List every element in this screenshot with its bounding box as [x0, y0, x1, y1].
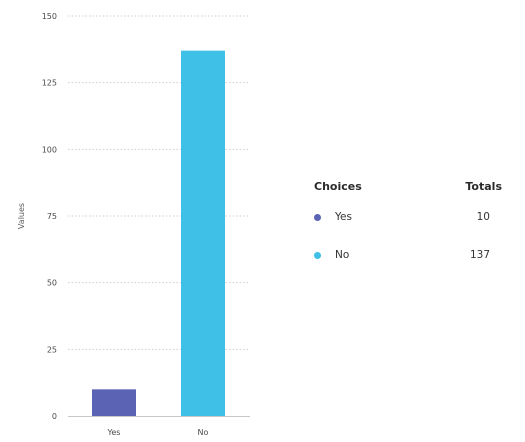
legend-row-no: No 137 [302, 236, 514, 274]
y-tick-label-125: 125 [42, 79, 57, 88]
legend-header-totals: Totals [465, 180, 502, 193]
legend-row-yes: Yes 10 [302, 198, 514, 236]
legend-table: Choices Totals Yes 10 No 137 [302, 176, 514, 274]
y-tick-label-50: 50 [47, 279, 57, 288]
legend-total-yes: 10 [476, 211, 490, 223]
legend-total-no: 137 [469, 249, 490, 261]
y-tick-label-150: 150 [42, 12, 57, 21]
legend-dot-no [314, 252, 321, 259]
legend-header: Choices Totals [302, 176, 514, 198]
x-tick-label-no: No [198, 428, 209, 437]
y-tick-label-25: 25 [47, 345, 57, 354]
legend-dot-yes [314, 214, 321, 221]
legend-label-no: No [335, 249, 350, 261]
y-tick-label-0: 0 [52, 412, 57, 421]
x-tick-label-yes: Yes [107, 428, 121, 437]
bars [92, 50, 225, 417]
x-axis-ticks: Yes No [107, 428, 209, 437]
y-tick-label-100: 100 [42, 145, 57, 154]
y-axis-title: Values [17, 203, 26, 229]
legend-label-yes: Yes [335, 211, 352, 223]
bar-no [181, 50, 225, 417]
legend-header-choices: Choices [314, 180, 362, 193]
y-tick-label-75: 75 [47, 212, 57, 221]
y-axis-ticks: 0 25 50 75 100 125 150 [42, 12, 57, 421]
bar-yes [92, 389, 136, 416]
